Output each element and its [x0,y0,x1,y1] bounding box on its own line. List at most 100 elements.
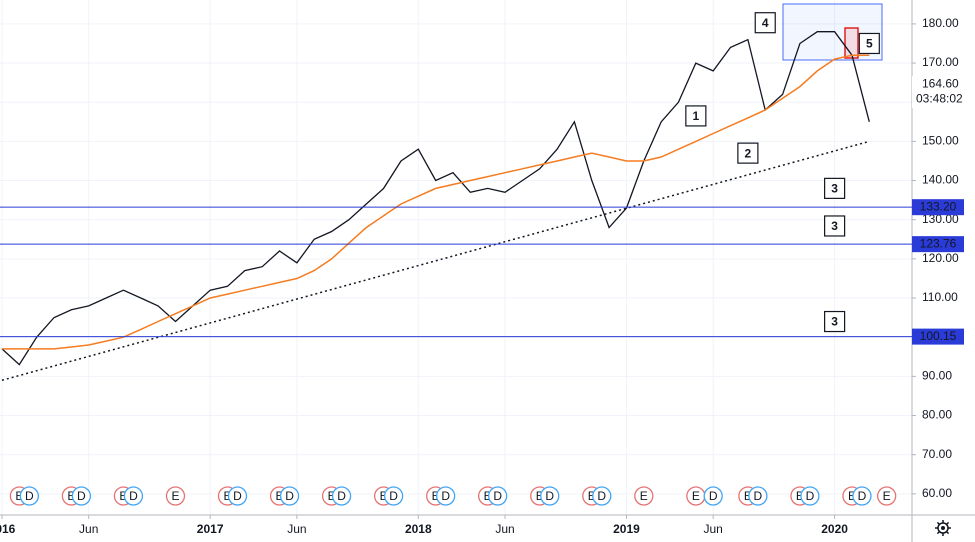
event-label: D [389,489,398,503]
event-label: E [380,489,388,503]
event-icon [488,486,508,506]
event-label: D [709,489,718,503]
annotation-label: 2 [745,146,752,160]
event-label: D [858,489,867,503]
annotation-label: 5 [866,37,873,51]
last-price-box [912,76,975,109]
event-icon [279,486,300,506]
event-icon [703,486,723,506]
annotation-box [754,12,776,34]
event-label: D [441,489,450,503]
x-tick-label: Jun [287,522,306,536]
event-icon [331,486,352,506]
annotation-label: 4 [762,16,769,30]
price-label: 100.15 [920,329,957,343]
y-tick-label: 60.00 [922,486,952,500]
settings-icon[interactable] [935,520,951,536]
event-label: E [171,489,179,503]
event-label: E [432,489,440,503]
annotation-box [858,32,880,55]
x-tick-label: 2018 [405,522,432,536]
event-label: D [77,489,86,503]
event-label: E [119,489,127,503]
event-label: E [640,489,648,503]
event-label: E [744,489,752,503]
y-tick-label: 180.00 [922,16,959,30]
annotation-box [737,142,759,164]
event-label: D [25,489,34,503]
x-tick-label: Jun [79,522,98,536]
annotation-box [824,215,846,237]
y-tick-label: 130.00 [922,212,959,226]
annotation-label: 3 [831,182,838,196]
event-icon [71,486,92,506]
price-label-box [912,199,964,216]
price-label: 123.76 [920,236,957,250]
event-icon [540,486,560,506]
event-label: E [692,489,700,503]
y-tick-label: 150.00 [922,134,959,148]
event-label: E [276,489,284,503]
event-icon [800,486,820,506]
event-icon [165,486,186,506]
event-label: D [754,489,763,503]
y-tick-label: 110.00 [922,290,958,304]
event-icon [592,486,612,506]
event-icon [852,486,872,506]
event-label: E [536,489,544,503]
event-icon [383,486,404,506]
event-label: D [129,489,138,503]
x-tick-label: 2020 [821,522,848,536]
plot [1,31,870,382]
series-line [2,54,870,350]
event-label: D [233,489,242,503]
event-label: D [545,489,554,503]
y-tick-label: 140.00 [922,173,959,187]
event-label: E [223,489,231,503]
event-icon [634,486,654,506]
x-tick-label: 2017 [197,522,224,536]
x-tick-label: 2019 [613,522,640,536]
y-tick-label: 170.00 [922,55,959,69]
x-tick-label: Jun [704,522,723,536]
y-tick-label: 80.00 [922,408,952,422]
event-icon [19,486,39,506]
event-label: E [67,489,75,503]
event-icon [227,486,248,506]
event-label: E [15,489,23,503]
price-label-box [912,328,964,345]
price-label: 133.20 [920,199,957,213]
y-tick-label: 120.00 [922,251,959,265]
y-tick-label: 70.00 [922,447,952,461]
event-label: D [285,489,294,503]
annotation-box [685,105,707,127]
event-label: E [848,489,856,503]
annotation-label: 3 [831,219,838,233]
event-label: D [337,489,346,503]
annotation-label: 3 [831,315,838,329]
countdown: 03:48:02 [916,91,963,105]
annotation-box [824,310,846,333]
event-icon [436,486,456,506]
event-label: E [796,489,804,503]
x-tick-label: Jun [495,522,514,536]
x-tick-label: 2016 [0,522,16,536]
event-label: D [806,489,815,503]
event-icon [877,486,897,506]
price-label-box [912,236,964,253]
event-label: E [484,489,492,503]
event-label: E [588,489,596,503]
annotation-label: 1 [693,109,700,123]
event-icon [748,486,768,506]
last-price-label: 164.60 [922,76,959,90]
annotation-box [824,177,846,199]
event-label: D [493,489,502,503]
event-label: E [883,489,891,503]
event-icon [123,486,144,506]
series-line [1,31,870,366]
event-label: E [328,489,336,503]
y-tick-label: 90.00 [922,369,952,383]
event-label: D [597,489,606,503]
